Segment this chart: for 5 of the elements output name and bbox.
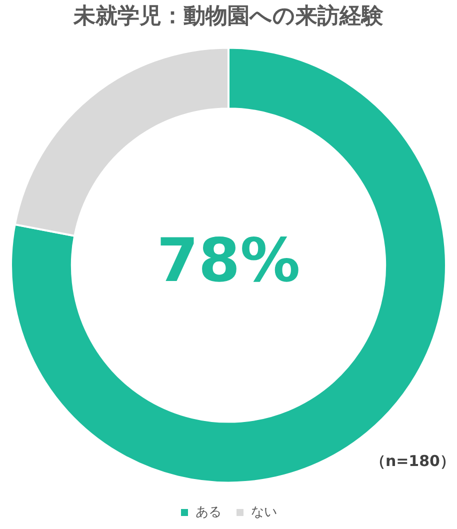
legend-label: ある	[196, 504, 222, 520]
text: （n=180）	[370, 452, 455, 470]
text: 78%	[156, 226, 300, 296]
chart-title: 未就学児：動物園への来訪経験	[72, 2, 384, 29]
legend-label: ない	[251, 504, 277, 520]
